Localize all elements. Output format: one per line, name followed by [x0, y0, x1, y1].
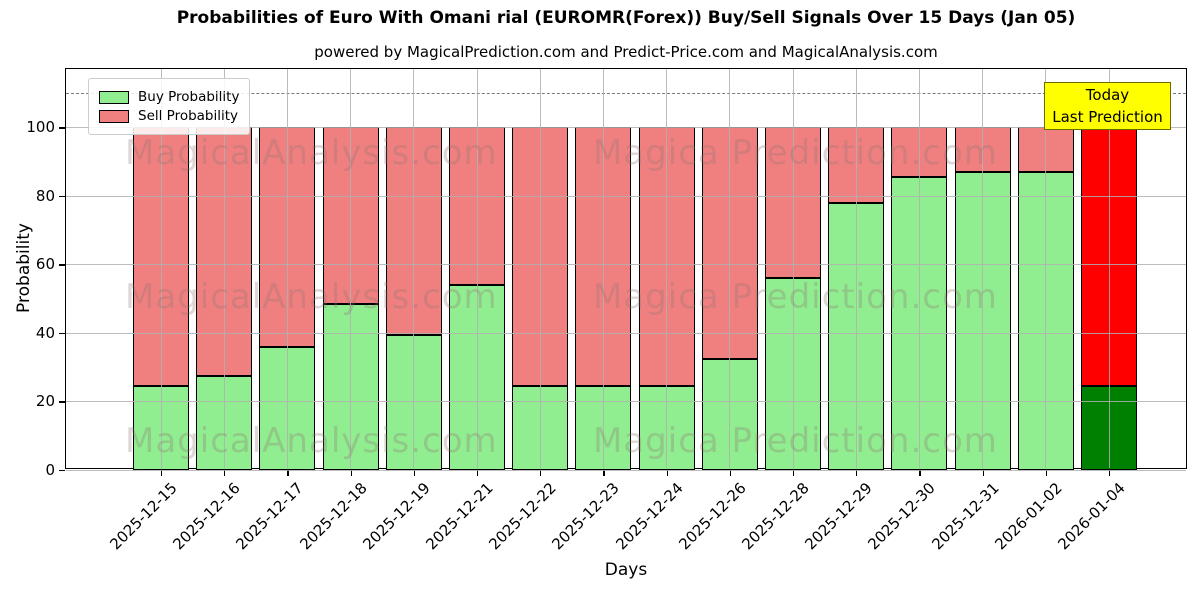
watermark-text: Magica Prediction.com: [593, 133, 998, 173]
y-tick-label: 60: [35, 255, 55, 274]
y-gridline: [66, 195, 1186, 197]
x-tick-mark: [1045, 470, 1048, 476]
y-tick-mark: [59, 401, 65, 403]
legend-entry: Sell Probability: [99, 108, 239, 124]
y-gridline: [66, 401, 1186, 403]
x-gridline: [539, 69, 541, 468]
legend: Buy Probability Sell Probability: [88, 78, 251, 135]
x-tick-label: 2025-12-31: [927, 479, 1003, 554]
x-tick-label: 2025-12-26: [675, 479, 750, 554]
x-tick-label: 2025-12-16: [169, 479, 244, 554]
y-gridline: [66, 127, 1186, 129]
x-gridline: [602, 69, 604, 468]
x-gridline: [350, 69, 352, 468]
x-tick-mark: [919, 470, 921, 476]
x-tick-mark: [413, 470, 416, 476]
x-gridline: [982, 69, 984, 468]
y-tick-mark: [59, 332, 65, 335]
x-tick-mark: [540, 470, 542, 476]
y-gridline: [66, 470, 1186, 471]
x-tick-mark: [982, 470, 984, 476]
legend-label: Buy Probability: [138, 89, 240, 105]
x-tick-label: 2025-12-28: [738, 479, 813, 554]
x-tick-label: 2025-12-21: [422, 479, 497, 554]
y-tick-label: 0: [45, 461, 55, 479]
x-tick-mark: [287, 470, 289, 476]
x-tick-label: 2025-12-29: [801, 479, 876, 554]
x-gridline: [855, 69, 857, 468]
y-gridline: [66, 332, 1186, 334]
x-gridline: [223, 69, 225, 468]
x-gridline: [286, 69, 288, 468]
x-tick-mark: [856, 470, 858, 476]
x-gridline: [918, 69, 920, 468]
legend-color-patch: [99, 109, 129, 123]
x-tick-label: 2025-12-24: [611, 479, 687, 554]
today-annotation-line2: Last Prediction: [1052, 108, 1163, 126]
x-tick-mark: [224, 470, 226, 476]
chart-title: Probabilities of Euro With Omani rial (E…: [176, 8, 1076, 28]
today-annotation-line1: Today: [1085, 86, 1130, 104]
y-tick-label: 100: [26, 118, 55, 137]
x-tick-label: 2025-12-23: [548, 479, 624, 554]
x-gridline: [1045, 69, 1047, 468]
chart-subtitle: powered by MagicalPrediction.com and Pre…: [314, 43, 938, 61]
y-tick-mark: [59, 195, 65, 198]
x-tick-label: 2025-12-18: [295, 479, 371, 554]
x-tick-label: 2025-12-19: [359, 479, 434, 554]
x-tick-label: 2025-12-17: [232, 479, 308, 554]
x-tick-mark: [793, 470, 795, 476]
x-gridline: [413, 69, 415, 468]
y-tick-mark: [59, 127, 65, 129]
x-tick-label: 2025-12-30: [864, 479, 940, 554]
legend-label: Sell Probability: [138, 108, 239, 124]
x-tick-mark: [603, 470, 605, 476]
x-tick-label: 2026-01-04: [1054, 479, 1129, 554]
x-gridline: [792, 69, 794, 468]
x-tick-mark: [729, 470, 732, 476]
x-gridline: [160, 69, 162, 468]
y-tick-label: 20: [35, 392, 55, 411]
watermark-text: MagicalAnalysis.com: [125, 277, 498, 317]
watermark-text: MagicalAnalysis.com: [125, 133, 498, 173]
x-gridline: [1108, 69, 1110, 468]
x-gridline: [666, 69, 668, 468]
watermark-text: Magica Prediction.com: [593, 421, 998, 461]
x-tick-mark: [1109, 470, 1111, 476]
dashed-threshold-line: [66, 92, 1186, 94]
x-tick-mark: [666, 470, 668, 476]
x-tick-mark: [350, 470, 352, 476]
y-axis-label: Probability: [14, 223, 34, 313]
y-gridline: [66, 264, 1186, 266]
watermark-text: MagicalAnalysis.com: [125, 421, 498, 461]
x-tick-label: 2025-12-22: [485, 479, 560, 554]
x-tick-mark: [161, 470, 163, 476]
x-tick-mark: [477, 470, 479, 476]
watermark-text: Magica Prediction.com: [593, 277, 998, 317]
y-tick-mark: [59, 264, 65, 266]
legend-entry: Buy Probability: [99, 89, 239, 105]
x-axis-label: Days: [604, 560, 648, 580]
x-tick-label: 2026-01-02: [991, 479, 1066, 554]
x-tick-label: 2025-12-15: [106, 479, 181, 554]
today-annotation: Today Last Prediction: [1044, 82, 1171, 130]
x-gridline: [729, 69, 731, 468]
legend-color-patch: [99, 90, 129, 104]
y-tick-mark: [59, 470, 65, 472]
x-gridline: [476, 69, 478, 468]
y-tick-label: 80: [35, 186, 55, 205]
y-tick-label: 40: [35, 323, 55, 342]
plot-area: 0 20 40 60 80 100 2025-12-15 2025-12-16 2025-12-…: [26, 68, 1187, 553]
